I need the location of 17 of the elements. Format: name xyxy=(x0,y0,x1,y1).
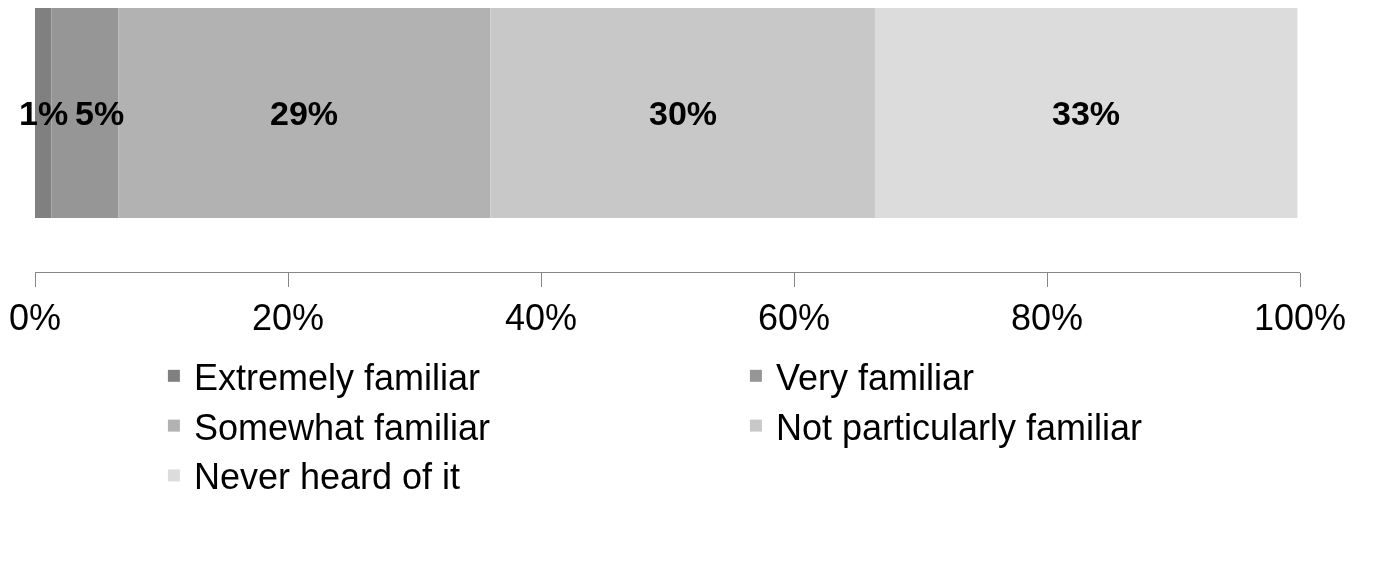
data-label: 30% xyxy=(649,94,718,132)
x-tick-label: 60% xyxy=(757,297,831,339)
x-tick-label: 20% xyxy=(251,297,325,339)
x-tick-label: 0% xyxy=(8,297,62,339)
data-label: 29% xyxy=(270,94,339,132)
legend-label: Never heard of it xyxy=(193,456,461,498)
x-tick-label: 80% xyxy=(1010,297,1084,339)
data-label: 5% xyxy=(75,94,125,132)
x-tick-label: 100% xyxy=(1253,297,1347,339)
legend-label: Very familiar xyxy=(775,356,974,398)
bar xyxy=(490,8,875,219)
legend-label: Extremely familiar xyxy=(193,356,480,398)
legend-label: Somewhat familiar xyxy=(193,406,491,448)
bar xyxy=(874,8,1298,219)
x-tick-label: 40% xyxy=(504,297,578,339)
legend-label: Not particularly familiar xyxy=(775,406,1143,448)
data-label: 33% xyxy=(1052,94,1121,132)
